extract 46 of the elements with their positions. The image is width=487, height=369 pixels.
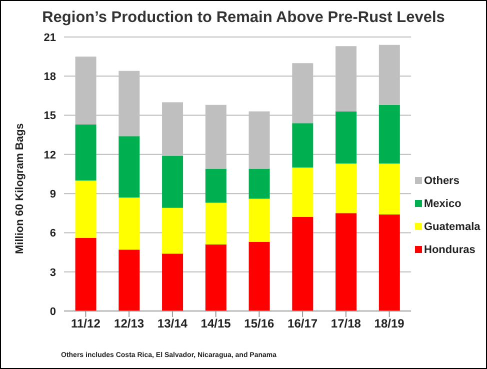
bar <box>336 213 357 311</box>
chart-title: Region’s Production to Remain Above Pre-Rust Levels <box>41 9 446 27</box>
bar <box>248 242 270 311</box>
y-tick-label: 9 <box>50 188 56 200</box>
y-tick-label: 18 <box>44 71 56 84</box>
x-tick-label: 13/14 <box>157 316 188 331</box>
x-tick-label: 16/17 <box>288 316 318 331</box>
bar <box>292 167 314 218</box>
y-tick-label: 15 <box>44 110 56 122</box>
bar <box>75 180 96 238</box>
bar <box>118 250 140 311</box>
bar <box>75 238 96 311</box>
x-tick-label: 15/16 <box>244 316 275 331</box>
x-tick-label: 11/12 <box>71 316 101 331</box>
bar <box>378 164 400 214</box>
legend-label: Mexico <box>424 198 462 210</box>
legend-label: Honduras <box>424 244 476 256</box>
bar <box>336 111 357 164</box>
bar <box>248 168 270 199</box>
y-tick-label: 0 <box>50 306 56 318</box>
bar <box>205 202 226 244</box>
legend-label: Guatemala <box>424 220 480 232</box>
y-tick-label: 21 <box>44 32 56 44</box>
x-tick-label: 14/15 <box>200 316 232 331</box>
bar <box>162 208 184 254</box>
bar <box>75 124 96 181</box>
x-tick-label: 18/19 <box>374 316 405 331</box>
bar <box>292 123 314 168</box>
y-tick-label: 6 <box>50 228 56 240</box>
x-tick-label: 17/18 <box>330 316 362 331</box>
y-tick-label: 3 <box>50 266 56 279</box>
bar <box>248 198 270 242</box>
bar <box>336 164 357 214</box>
bar <box>205 244 226 311</box>
bar <box>118 136 140 198</box>
bar <box>378 104 400 164</box>
bar <box>292 217 314 311</box>
y-axis-title: Million 60 Kilogram Bags <box>14 123 26 254</box>
x-tick-label: 12/13 <box>114 316 144 331</box>
legend-label: Others <box>424 174 460 186</box>
bar <box>162 156 184 208</box>
bar <box>162 254 184 311</box>
bar <box>378 214 400 311</box>
bar <box>118 197 140 250</box>
y-tick-label: 12 <box>44 149 56 162</box>
bar <box>205 168 226 203</box>
